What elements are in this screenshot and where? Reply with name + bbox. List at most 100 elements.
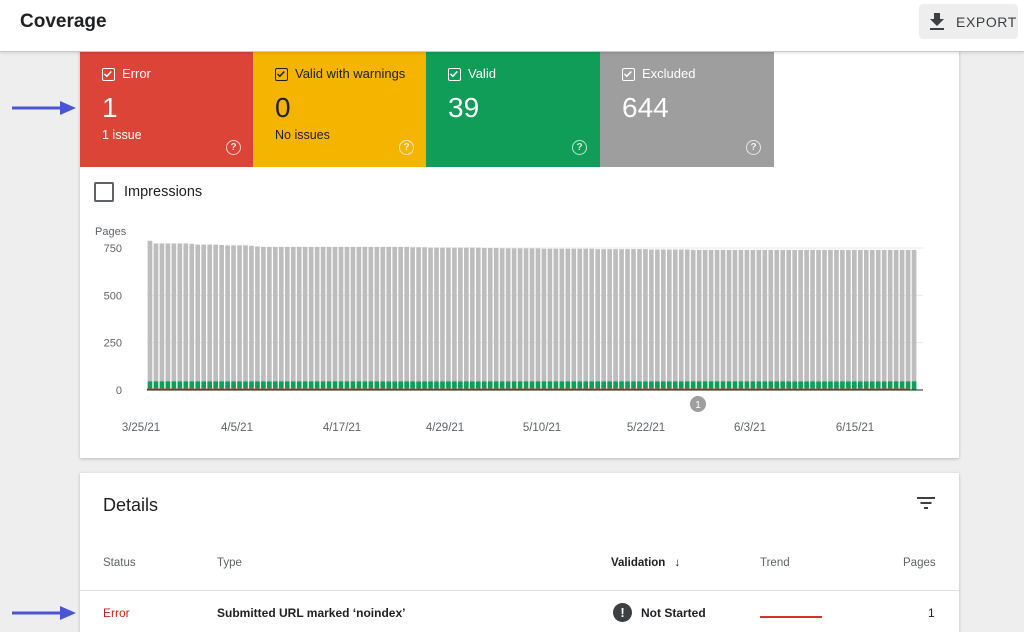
bar-excluded — [171, 243, 177, 382]
column-header-pages[interactable]: Pages — [903, 557, 936, 569]
bar-excluded — [607, 249, 612, 382]
bar-valid — [308, 381, 314, 390]
column-header-trend[interactable]: Trend — [760, 557, 790, 569]
bar-valid — [499, 381, 505, 390]
tile-count: 0 — [275, 92, 291, 123]
bar-excluded — [816, 249, 821, 382]
bar-excluded — [738, 249, 744, 382]
bar-valid — [905, 381, 911, 390]
bar-valid — [398, 381, 404, 390]
bar-valid — [678, 381, 684, 390]
filter-icon[interactable] — [916, 495, 936, 511]
bar-excluded — [553, 248, 559, 382]
x-tick-label: 5/10/21 — [523, 422, 561, 434]
bar-valid — [881, 381, 887, 390]
impressions-checkbox[interactable] — [94, 182, 114, 202]
checkbox-icon[interactable] — [622, 68, 635, 81]
bar-valid — [183, 381, 189, 390]
bar-valid — [344, 381, 350, 390]
bar-excluded — [762, 249, 768, 382]
row-validation: Not Started — [641, 606, 706, 620]
bar-valid — [523, 381, 529, 390]
bar-excluded — [893, 249, 899, 382]
bar-valid — [822, 381, 827, 390]
bar-excluded — [822, 249, 827, 382]
help-icon[interactable]: ? — [746, 140, 761, 155]
bar-valid — [201, 381, 207, 390]
bar-valid — [368, 381, 374, 390]
bar-valid — [672, 381, 678, 390]
bar-excluded — [249, 245, 254, 382]
bar-valid — [655, 381, 660, 390]
tile-count: 644 — [622, 92, 669, 123]
bar-excluded — [601, 249, 606, 382]
bar-valid — [571, 381, 577, 390]
x-tick-label: 6/15/21 — [836, 422, 874, 434]
bar-valid — [702, 381, 708, 390]
bar-valid — [583, 381, 589, 390]
bar-excluded — [696, 249, 702, 382]
bar-excluded — [571, 248, 577, 382]
bar-valid — [356, 381, 362, 390]
bar-excluded — [356, 246, 362, 382]
bar-valid — [237, 381, 242, 390]
bar-excluded — [458, 247, 463, 382]
bar-valid — [195, 381, 201, 390]
bar-excluded — [380, 246, 386, 382]
checkbox-icon[interactable] — [102, 68, 115, 81]
bar-valid — [738, 381, 744, 390]
bar-valid — [804, 381, 809, 390]
column-header-validation[interactable]: Validation ↓ — [611, 557, 680, 569]
bar-excluded — [684, 249, 690, 382]
bar-excluded — [273, 246, 278, 382]
bar-excluded — [475, 247, 481, 382]
bar-excluded — [726, 249, 732, 382]
bar-excluded — [153, 243, 159, 382]
tile-error[interactable]: Error 1 1 issue ? — [80, 52, 254, 167]
checkbox-icon[interactable] — [275, 68, 288, 81]
bar-valid — [756, 381, 762, 390]
bar-valid — [404, 381, 409, 390]
bar-valid — [446, 381, 451, 390]
annotation-marker — [690, 396, 706, 412]
bar-valid — [410, 381, 415, 390]
bar-excluded — [481, 248, 487, 382]
help-icon[interactable]: ? — [399, 140, 414, 155]
bar-valid — [887, 381, 893, 390]
bar-excluded — [780, 249, 786, 382]
bar-valid — [320, 381, 326, 390]
tile-valid-with-warnings[interactable]: Valid with warnings 0 No issues ? — [253, 52, 427, 167]
bar-valid — [177, 381, 183, 390]
checkbox-icon[interactable] — [448, 68, 461, 81]
bar-excluded — [619, 249, 624, 382]
bar-valid — [559, 381, 565, 390]
column-header-type[interactable]: Type — [217, 557, 242, 569]
bar-excluded — [410, 247, 415, 382]
bar-valid — [428, 381, 433, 390]
x-tick-label: 4/17/21 — [323, 422, 361, 434]
bar-valid — [792, 381, 797, 390]
bar-excluded — [278, 246, 284, 382]
bar-valid — [189, 381, 195, 390]
bar-excluded — [661, 249, 666, 382]
bar-excluded — [487, 248, 493, 382]
column-header-status[interactable]: Status — [103, 557, 136, 569]
bar-excluded — [881, 249, 887, 382]
bar-valid — [601, 381, 606, 390]
x-tick-label: 6/3/21 — [734, 422, 766, 434]
tile-excluded[interactable]: Excluded 644 ? — [600, 52, 774, 167]
bar-valid — [165, 381, 171, 390]
bar-excluded — [159, 243, 165, 382]
help-icon[interactable]: ? — [572, 140, 587, 155]
x-tick-label: 5/22/21 — [627, 422, 665, 434]
bar-excluded — [577, 248, 583, 382]
bar-valid — [613, 381, 618, 390]
bar-valid — [637, 381, 642, 390]
help-icon[interactable]: ? — [226, 140, 241, 155]
bar-excluded — [296, 246, 302, 382]
bar-excluded — [708, 249, 714, 382]
bar-valid — [302, 381, 308, 390]
tile-valid[interactable]: Valid 39 ? — [426, 52, 600, 167]
bar-valid — [267, 381, 272, 390]
export-button[interactable]: EXPORT — [919, 4, 1018, 39]
